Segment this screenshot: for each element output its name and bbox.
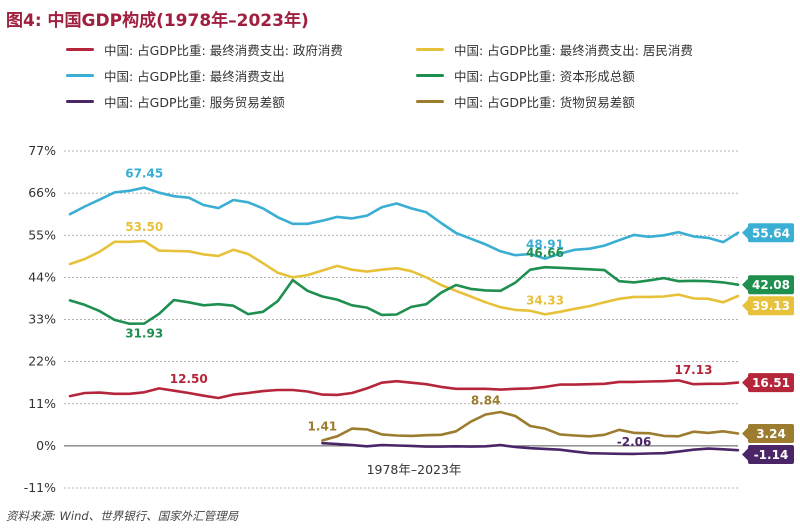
legend-label: 中国: 占GDP比重: 服务贸易差额 [104, 95, 285, 110]
series-line-0 [68, 379, 740, 400]
y-tick-label: 77% [28, 143, 56, 158]
data-label: 48.91 [526, 238, 564, 252]
end-value-label: 16.51 [752, 376, 790, 390]
legend-item: 中国: 占GDP比重: 服务贸易差额 [66, 92, 285, 111]
legend-item: 中国: 占GDP比重: 货物贸易差额 [416, 92, 635, 111]
legend-item: 中国: 占GDP比重: 最终消费支出: 居民消费 [416, 40, 693, 59]
data-label: 17.13 [674, 363, 712, 377]
data-label: 67.45 [125, 167, 163, 181]
series-line-5 [321, 410, 740, 442]
end-label-pointer [742, 299, 748, 312]
chart-title: 图4: 中国GDP构成(1978年–2023年) [6, 11, 309, 31]
data-label: 8.84 [471, 393, 501, 407]
legend-item: 中国: 占GDP比重: 资本形成总额 [416, 66, 635, 85]
legend-item: 中国: 占GDP比重: 最终消费支出: 政府消费 [66, 40, 343, 59]
legend-item: 中国: 占GDP比重: 最终消费支出 [66, 66, 285, 85]
legend-swatch [66, 48, 94, 51]
data-label: 1.41 [308, 419, 338, 433]
y-tick-label: 22% [28, 354, 56, 369]
data-label: 53.50 [125, 220, 163, 234]
legend-swatch [66, 74, 94, 77]
series-line-2 [68, 186, 740, 260]
legend-swatch [66, 100, 94, 103]
legend-swatch [416, 100, 444, 103]
end-label-box [748, 296, 794, 316]
end-label-pointer [742, 427, 748, 440]
data-label: 34.33 [526, 293, 564, 307]
legend-label: 中国: 占GDP比重: 货物贸易差额 [454, 95, 635, 110]
y-tick-label: 11% [28, 396, 56, 411]
series-line-3 [68, 265, 740, 325]
data-label: 46.66 [526, 246, 564, 260]
end-value-label: 3.24 [756, 427, 786, 441]
legend-label: 中国: 占GDP比重: 资本形成总额 [454, 69, 635, 84]
end-value-label: 39.13 [752, 299, 790, 313]
end-value-label: 55.64 [752, 226, 790, 240]
legend-swatch [416, 48, 444, 51]
end-label-pointer [742, 448, 748, 461]
end-label-pointer [742, 226, 748, 239]
y-tick-label: -11% [24, 480, 56, 495]
y-tick-label: 66% [28, 185, 56, 200]
end-value-label: 42.08 [752, 278, 790, 292]
legend: 中国: 占GDP比重: 最终消费支出: 政府消费 中国: 占GDP比重: 最终消费… [66, 40, 766, 130]
y-tick-label: 0% [36, 438, 56, 453]
series-line-4 [321, 441, 740, 456]
legend-swatch [416, 74, 444, 77]
end-label-box [748, 423, 794, 443]
end-label-box [748, 275, 794, 295]
y-tick-label: 55% [28, 227, 56, 242]
line-chart: 77% 66% 55% 44% 33% 22% 11% 0% -11% 1978年–2023年 12… [24, 143, 794, 495]
end-label-box [748, 444, 794, 464]
end-value-label: -1.14 [754, 448, 789, 462]
end-label-pointer [742, 278, 748, 291]
y-tick-label: 33% [28, 312, 56, 327]
x-axis-label: 1978年–2023年 [367, 462, 462, 477]
data-label: 31.93 [125, 327, 163, 341]
legend-label: 中国: 占GDP比重: 最终消费支出: 居民消费 [454, 43, 693, 58]
end-label-box [748, 223, 794, 243]
legend-label: 中国: 占GDP比重: 最终消费支出 [104, 69, 285, 84]
end-label-pointer [742, 376, 748, 389]
y-tick-label: 44% [28, 269, 56, 284]
series-line-1 [68, 239, 740, 316]
data-label: -2.06 [617, 435, 652, 449]
source-note: 资料来源: Wind、世界银行、国家外汇管理局 [6, 509, 239, 523]
legend-label: 中国: 占GDP比重: 最终消费支出: 政府消费 [104, 43, 343, 58]
end-label-box [748, 373, 794, 393]
data-label: 12.50 [170, 372, 208, 386]
